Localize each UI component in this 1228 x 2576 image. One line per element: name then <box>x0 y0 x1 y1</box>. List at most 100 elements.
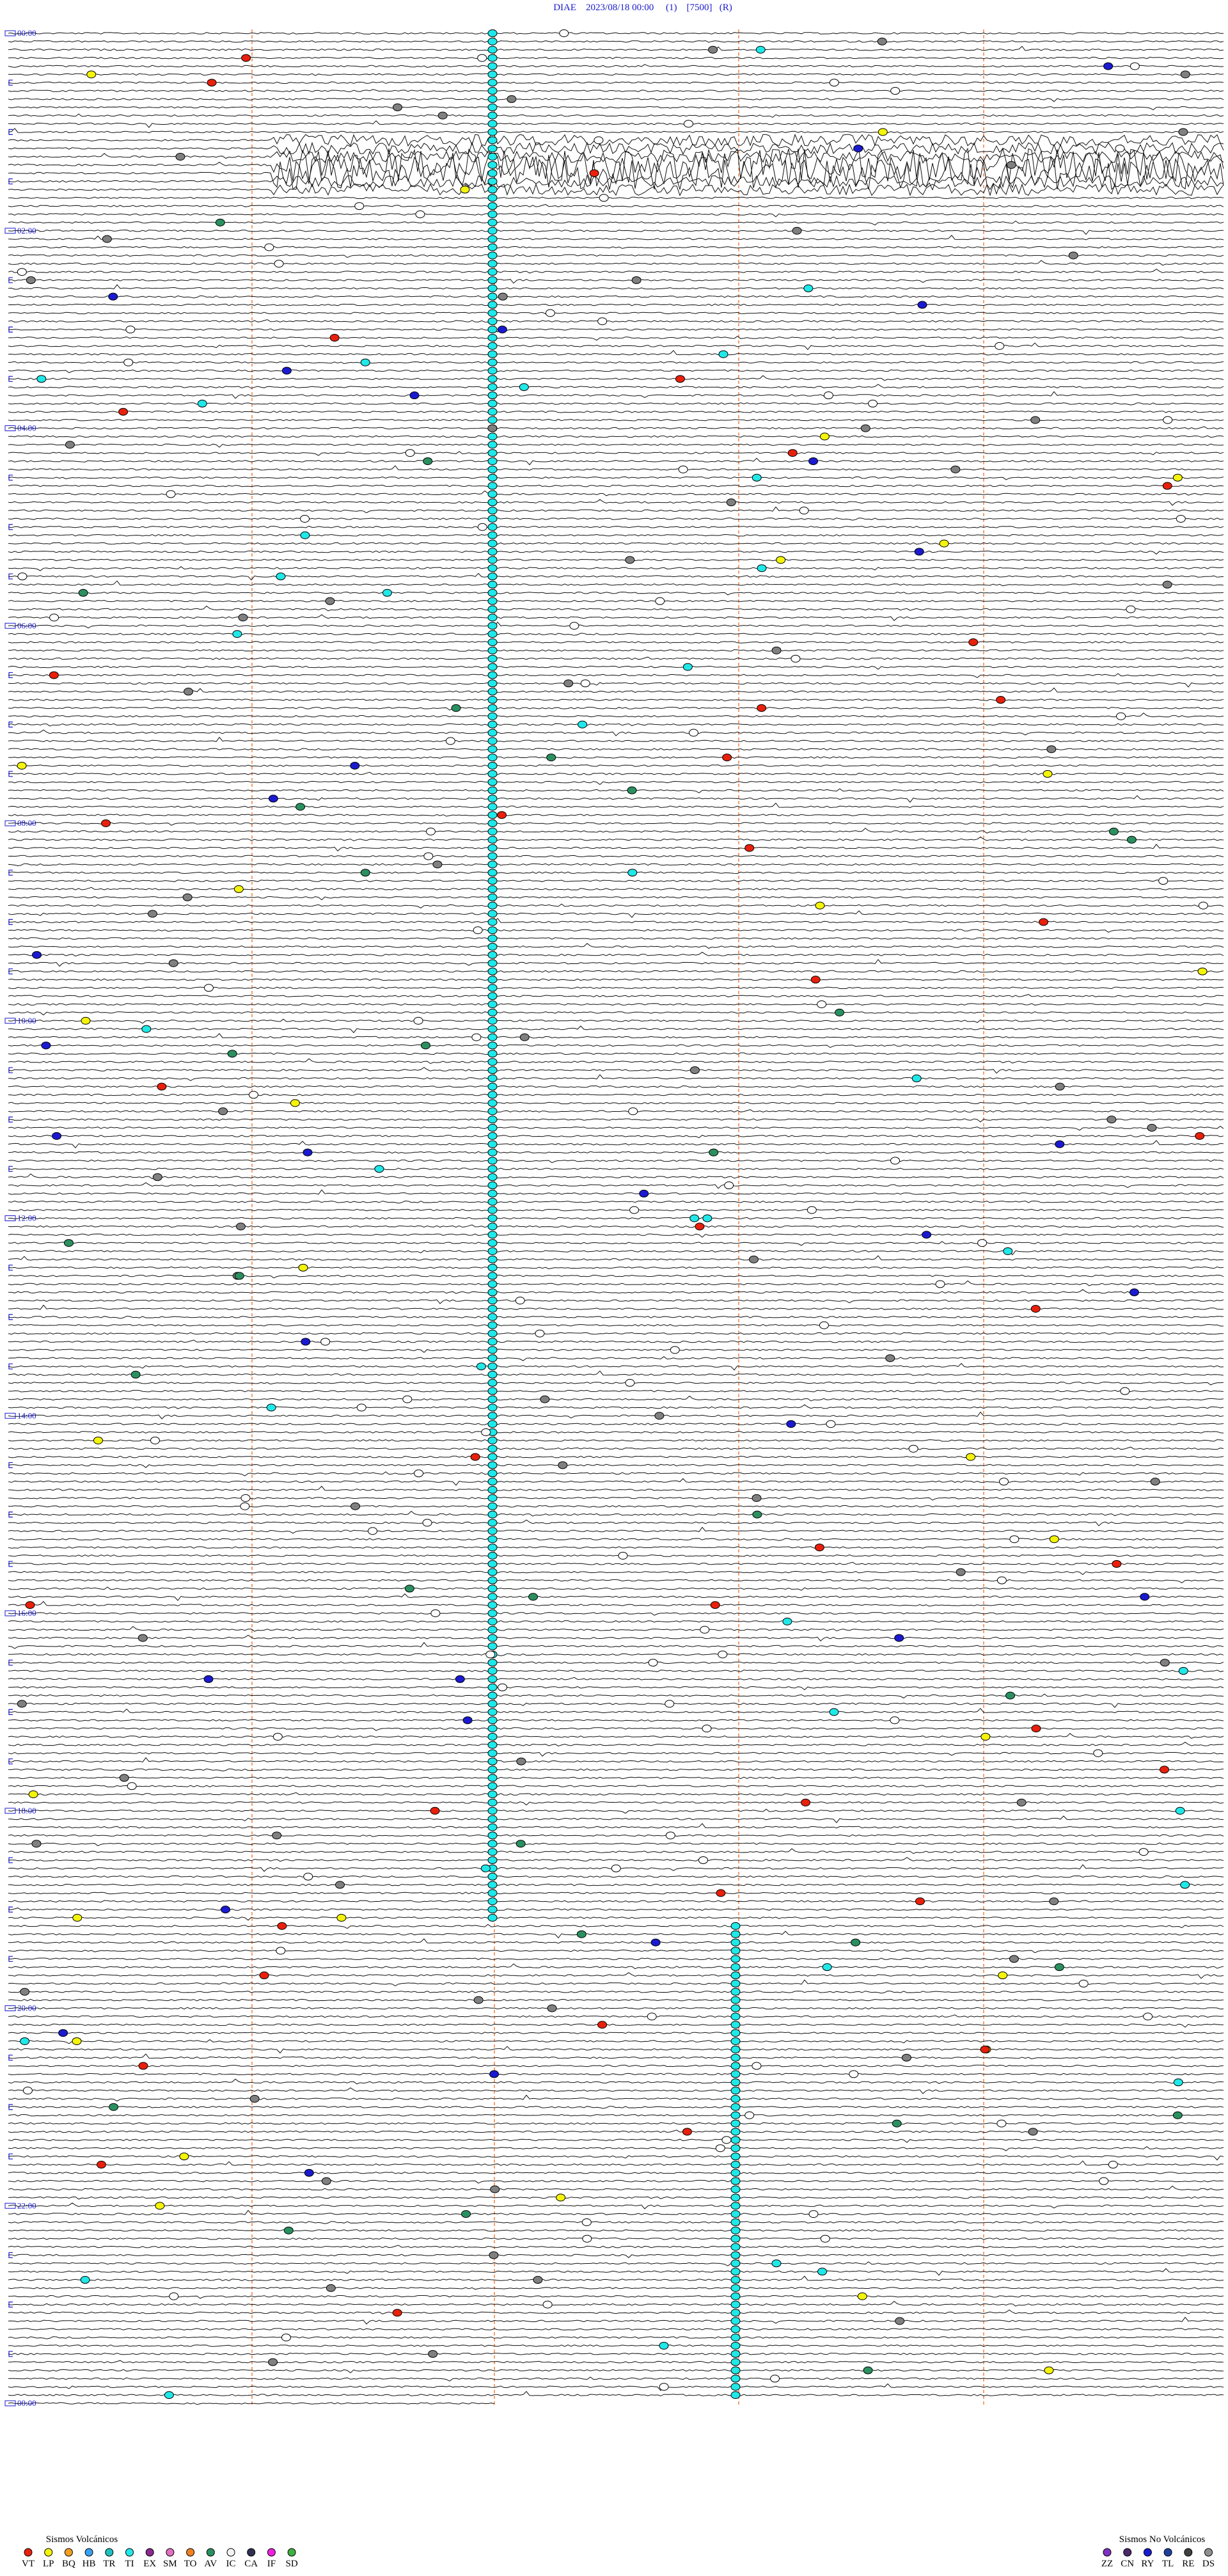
event-marker <box>730 2334 741 2342</box>
event-marker <box>169 2292 179 2300</box>
trace <box>8 490 1224 496</box>
event-marker <box>487 161 498 169</box>
event-marker <box>1162 482 1172 490</box>
event-marker <box>1197 967 1208 976</box>
trace <box>8 220 1224 226</box>
event-marker <box>487 1363 498 1371</box>
event-marker <box>487 564 498 573</box>
row-marker <box>8 1462 13 1469</box>
trace <box>8 342 1224 351</box>
time-marker <box>4 30 16 36</box>
row-marker <box>8 475 13 481</box>
event-marker <box>730 2021 741 2029</box>
legend-code: CN <box>1121 2559 1134 2569</box>
event-marker <box>487 1016 498 1025</box>
event-marker <box>698 1856 708 1864</box>
event-marker <box>487 218 498 226</box>
event-marker <box>878 128 888 136</box>
event-marker <box>487 1906 498 1914</box>
trace <box>8 1266 1224 1270</box>
event-marker <box>487 646 498 654</box>
event-marker <box>272 1831 282 1840</box>
event-marker <box>1093 1749 1103 1757</box>
event-marker <box>980 2045 990 2053</box>
trace <box>8 1423 1224 1426</box>
event-marker <box>665 1831 675 1840</box>
row-marker <box>8 1561 13 1567</box>
trace <box>8 1505 1224 1508</box>
event-marker <box>487 1840 498 1848</box>
event-marker <box>659 2383 669 2391</box>
event-marker <box>683 120 693 128</box>
trace <box>8 295 1224 299</box>
trace <box>8 2087 1224 2094</box>
event-marker <box>123 358 134 367</box>
event-marker <box>1031 1725 1041 1733</box>
event-marker <box>730 2292 741 2300</box>
row-marker <box>8 129 13 135</box>
event-marker <box>787 449 798 457</box>
trace <box>8 1118 1224 1123</box>
event-marker <box>487 877 498 885</box>
event-marker <box>908 1444 918 1453</box>
event-marker <box>487 145 498 153</box>
trace <box>8 1990 1224 1994</box>
event-marker <box>430 1609 441 1617</box>
event-marker <box>155 2202 165 2210</box>
legend-swatch <box>186 2548 195 2557</box>
event-marker <box>730 2053 741 2062</box>
event-marker <box>481 1428 491 1436</box>
event-marker <box>487 1099 498 1107</box>
event-marker <box>487 754 498 762</box>
trace <box>8 1241 1224 1246</box>
event-marker <box>1180 1881 1190 1889</box>
event-marker <box>702 1725 712 1733</box>
trace <box>8 2209 1224 2215</box>
event-marker <box>1028 2128 1038 2136</box>
event-marker <box>487 918 498 926</box>
event-marker <box>487 1116 498 1124</box>
event-marker <box>487 761 498 770</box>
event-marker <box>487 1222 498 1231</box>
trace <box>8 254 1224 258</box>
event-marker <box>487 103 498 111</box>
event-marker <box>718 350 728 358</box>
event-marker <box>885 1354 895 1363</box>
trace <box>8 1135 1224 1139</box>
event-marker <box>814 1544 824 1552</box>
trace <box>8 2130 1224 2133</box>
trace <box>8 1025 1224 1034</box>
event-marker <box>730 2004 741 2012</box>
event-marker <box>675 375 685 383</box>
event-marker <box>460 186 470 194</box>
event-marker <box>627 786 637 794</box>
event-marker <box>695 1222 705 1231</box>
event-marker <box>1046 745 1057 754</box>
event-marker <box>487 1050 498 1058</box>
legend-code: TI <box>125 2559 134 2569</box>
event-marker <box>776 556 786 564</box>
event-marker <box>350 761 360 770</box>
event-marker <box>382 589 392 597</box>
event-marker <box>272 1732 283 1741</box>
event-marker <box>730 2037 741 2045</box>
event-marker <box>487 704 498 712</box>
event-marker <box>730 2078 741 2087</box>
trace <box>8 1066 1224 1074</box>
trace <box>8 1208 1224 1212</box>
event-marker <box>119 1774 129 1782</box>
trace <box>8 1033 1224 1039</box>
event-marker <box>1009 1535 1019 1544</box>
trace <box>8 56 1224 59</box>
trace <box>8 2369 1224 2374</box>
row-marker <box>8 524 13 530</box>
trace <box>8 204 1224 207</box>
event-marker <box>771 646 782 654</box>
event-marker <box>360 869 370 877</box>
event-marker <box>20 1987 30 1996</box>
event-marker <box>487 1132 498 1140</box>
event-marker <box>26 276 36 284</box>
trace <box>8 484 1224 487</box>
event-marker <box>487 819 498 827</box>
trace <box>8 550 1224 555</box>
